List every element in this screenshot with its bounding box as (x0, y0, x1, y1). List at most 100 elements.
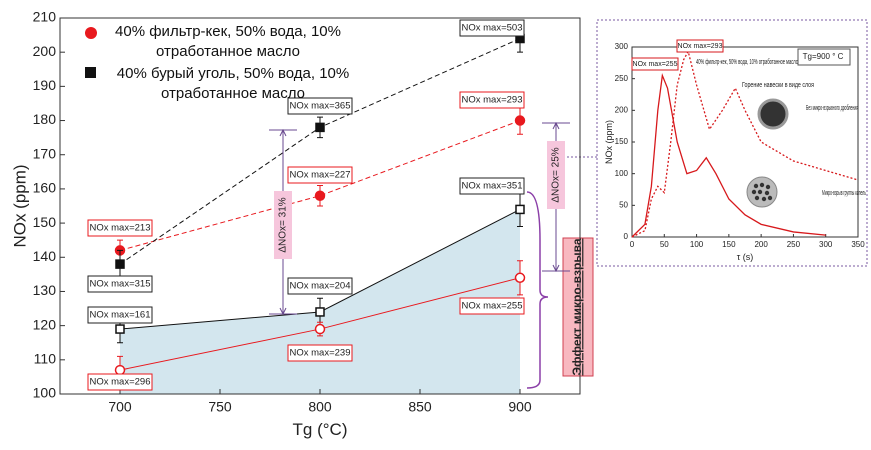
delta-box (547, 141, 565, 209)
y-tick-label: 250 (615, 74, 629, 83)
delta-label: ΔNOx= 31% (278, 197, 289, 252)
shaded-area (120, 209, 520, 394)
y-tick-label: 200 (615, 105, 629, 114)
legend-marker (85, 67, 96, 78)
x-tick-label: 750 (208, 399, 232, 415)
x-tick-label: 50 (660, 240, 669, 249)
icon-drop (764, 190, 770, 196)
plot-frame (631, 46, 859, 238)
effect-label: Эффект микро-взрыва (570, 238, 584, 375)
annotation: NOx max=161 (90, 310, 151, 321)
series-line (631, 49, 859, 238)
marker (314, 323, 326, 335)
y-tick-label: 140 (33, 248, 57, 264)
legend-entry: 40% фильтр-кек, 50% вода, 10% отработанн… (115, 23, 341, 60)
annotation-box (87, 275, 153, 293)
icon-drop (757, 189, 763, 195)
y-tick-label: 150 (33, 214, 57, 230)
icon-drop (761, 196, 767, 202)
annotation-box (287, 344, 353, 362)
bracket (526, 191, 549, 389)
annotation-box (287, 277, 353, 295)
y-tick-label: 180 (33, 111, 57, 127)
x-axis-label: τ (s) (737, 252, 754, 262)
marker (514, 115, 526, 126)
annotation-box (287, 166, 353, 184)
y-tick-label: 300 (615, 42, 629, 51)
y-tick-label: 190 (33, 77, 57, 93)
icon-drop (759, 182, 765, 188)
y-tick-label: 150 (615, 137, 629, 146)
marker (514, 272, 526, 284)
x-tick-label: 850 (408, 399, 432, 415)
icon-drop (751, 189, 757, 195)
y-tick-label: 210 (33, 9, 57, 25)
annotation: NOx max=293 (678, 43, 723, 50)
effect-box (562, 237, 594, 377)
annotation: Горение навески в виде слоя (742, 82, 814, 89)
y-tick-label: 110 (34, 351, 57, 367)
x-axis-label: Tg (°C) (293, 420, 348, 439)
delta-box (274, 191, 292, 259)
y-tick-label: 160 (33, 180, 57, 196)
annotation-box (87, 306, 153, 324)
y-tick-label: 100 (615, 169, 629, 178)
y-tick-label: 120 (33, 316, 57, 332)
x-tick-label: 0 (630, 240, 635, 249)
x-tick-label: 350 (851, 240, 865, 249)
annotation: NOx max=365 (290, 101, 351, 112)
x-tick-label: 700 (108, 399, 132, 415)
annotation: NOx max=293 (462, 95, 523, 106)
annotation-box (87, 373, 153, 391)
x-tick-label: 800 (308, 399, 332, 415)
annotation-box (459, 91, 525, 109)
annotation: NOx max=227 (290, 170, 351, 181)
annotation: NOx max=213 (90, 223, 151, 234)
y-tick-label: 0 (624, 232, 629, 241)
icon-particle (757, 98, 789, 130)
marker (515, 204, 525, 215)
y-axis-label: NOx (ppm) (604, 120, 614, 164)
y-tick-label: 130 (33, 282, 57, 298)
icon-drop (765, 184, 771, 190)
inset-frame (596, 19, 868, 267)
legend-entry: 40% бурый уголь, 50% вода, 10% отработан… (116, 65, 350, 102)
y-tick-label: 50 (619, 200, 628, 209)
delta-label: ΔNOx= 25% (551, 147, 562, 202)
annotation: NOx max=296 (90, 377, 151, 388)
marker (115, 259, 125, 269)
annotation: Tg=900 ° C (803, 52, 844, 61)
annotation: NOx max=503 (462, 23, 523, 34)
annotation-box (459, 19, 525, 37)
annotation-box (797, 48, 851, 66)
x-tick-label: 250 (787, 240, 801, 249)
annotation: NOx max=204 (290, 281, 351, 292)
icon-drop (754, 195, 760, 201)
y-tick-label: 100 (33, 385, 57, 401)
y-tick-label: 170 (33, 145, 57, 161)
icon-drop (767, 195, 773, 201)
annotation: NOx max=255 (462, 301, 523, 312)
annotation-box (631, 57, 679, 71)
annotation: 40% фильтр-кек, 50% вода, 10% отработанн… (696, 58, 798, 66)
annotation-box (676, 39, 724, 53)
x-tick-label: 200 (754, 240, 768, 249)
x-tick-label: 300 (819, 240, 833, 249)
x-tick-label: 900 (508, 399, 532, 415)
y-tick-label: 200 (33, 43, 57, 59)
annotation: Микро-взрыв группы капель (822, 190, 866, 197)
annotation-box (459, 177, 525, 195)
annotation: NOx max=351 (462, 181, 523, 192)
x-tick-label: 150 (722, 240, 736, 249)
marker (114, 364, 126, 376)
marker (315, 307, 325, 317)
y-axis-label: NOx (ppm) (10, 164, 29, 247)
annotation: NOx max=239 (290, 348, 351, 359)
icon-drop (753, 183, 759, 189)
series-line (631, 72, 826, 238)
legend-marker (85, 27, 97, 39)
annotation-box (287, 97, 353, 115)
marker (314, 190, 326, 201)
